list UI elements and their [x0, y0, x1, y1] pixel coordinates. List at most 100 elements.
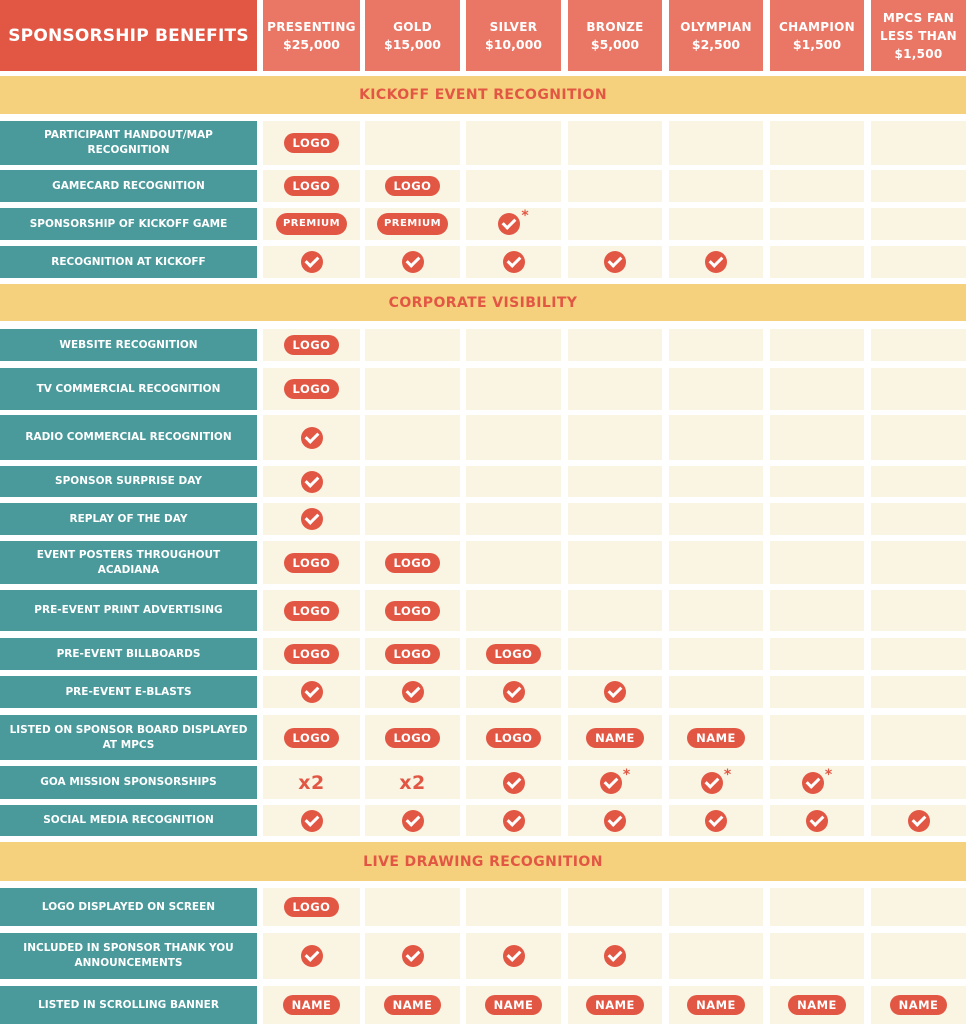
benefit-cell	[871, 715, 966, 760]
benefit-cell	[871, 638, 966, 670]
benefit-cell: NAME	[669, 715, 763, 760]
row-label-text: RECOGNITION AT KICKOFF	[51, 255, 206, 268]
row-label-text: PARTICIPANT HANDOUT/MAP RECOGNITION	[44, 129, 213, 156]
benefit-cell	[770, 121, 864, 165]
row-label-text: INCLUDED IN SPONSOR THANK YOU ANNOUNCEME…	[23, 942, 234, 969]
benefit-cell	[568, 368, 662, 410]
tier-header-5: OLYMPIAN $2,500	[669, 0, 763, 71]
benefit-cell	[568, 805, 662, 836]
benefit-cell: PREMIUM	[263, 208, 360, 240]
check-icon	[604, 809, 626, 832]
benefit-cell	[466, 541, 561, 584]
benefit-cell	[871, 466, 966, 497]
benefit-cell	[871, 933, 966, 979]
check-icon	[300, 945, 323, 967]
tier-header-line: LESS THAN	[879, 28, 958, 43]
benefit-cell: LOGO	[365, 638, 460, 670]
check-icon	[700, 771, 723, 794]
section-header: LIVE DRAWING RECOGNITION	[0, 842, 966, 881]
check-icon	[502, 945, 525, 967]
benefit-cell: NAME	[568, 986, 662, 1024]
row-label: TV COMMERCIAL RECOGNITION	[0, 368, 257, 410]
benefit-cell: LOGO	[263, 715, 360, 760]
logo-badge: LOGO	[485, 727, 542, 748]
benefit-cell	[568, 503, 662, 535]
row-label-text: SPONSORSHIP OF KICKOFF GAME	[29, 217, 228, 230]
row-label-text: PRE-EVENT BILLBOARDS	[56, 647, 201, 660]
benefit-cell	[466, 503, 561, 535]
benefit-cell	[568, 170, 662, 202]
benefit-cell	[770, 638, 864, 670]
row-label-text: PRE-EVENT E-BLASTS	[65, 685, 192, 698]
check-icon	[401, 945, 424, 967]
benefit-cell	[871, 208, 966, 240]
benefit-cell	[669, 415, 763, 460]
benefit-cell	[365, 888, 460, 926]
benefit-cell	[365, 246, 460, 278]
logo-badge: LOGO	[384, 600, 441, 621]
benefit-cell: *	[466, 208, 561, 240]
section-title: KICKOFF EVENT RECOGNITION	[359, 87, 607, 103]
benefit-cell: LOGO	[263, 121, 360, 165]
tier-header-line: $1,500	[894, 46, 943, 61]
benefit-cell	[568, 676, 662, 708]
tier-price: $2,500	[691, 36, 741, 52]
benefit-cell: LOGO	[263, 170, 360, 202]
benefit-cell	[871, 170, 966, 202]
benefit-cell	[466, 415, 561, 460]
tier-header-2: GOLD $15,000	[365, 0, 460, 71]
row-label-text: LOGO DISPLAYED ON SCREEN	[41, 900, 216, 913]
benefit-cell	[871, 766, 966, 799]
benefit-cell	[770, 208, 864, 240]
benefit-cell	[263, 676, 360, 708]
tier-price: $5,000	[590, 36, 640, 52]
benefit-cell	[669, 170, 763, 202]
tier-header-1: PRESENTING $25,000	[263, 0, 360, 71]
row-label: SPONSOR SURPRISE DAY	[0, 466, 257, 497]
benefit-cell: LOGO	[466, 638, 561, 670]
row-label-text: GAMECARD RECOGNITION	[52, 179, 205, 192]
benefit-cell: NAME	[466, 986, 561, 1024]
row-label: EVENT POSTERS THROUGHOUT ACADIANA	[0, 541, 257, 584]
benefit-cell: LOGO	[263, 329, 360, 361]
benefit-cell	[466, 590, 561, 631]
name-badge: NAME	[788, 995, 846, 1015]
asterisk-icon: *	[723, 766, 732, 783]
benefit-cell	[669, 246, 763, 278]
check-icon	[604, 945, 626, 967]
row-label: RECOGNITION AT KICKOFF	[0, 246, 257, 278]
benefit-cell: LOGO	[263, 638, 360, 670]
check-icon	[300, 508, 323, 530]
benefit-cell	[669, 805, 763, 836]
benefit-cell: x2	[365, 766, 460, 799]
check-icon	[498, 213, 521, 235]
tier-name: SILVER	[489, 19, 538, 34]
check-icon	[300, 681, 323, 703]
benefit-cell	[365, 121, 460, 165]
logo-badge: LOGO	[384, 552, 441, 573]
benefit-cell	[466, 329, 561, 361]
tier-price: $1,500	[792, 36, 842, 52]
benefit-cell	[770, 805, 864, 836]
multiplier-text: x2	[399, 771, 426, 794]
name-badge: NAME	[586, 727, 644, 748]
benefit-cell	[770, 466, 864, 497]
benefit-cell	[669, 888, 763, 926]
benefit-cell	[568, 590, 662, 631]
name-badge: NAME	[687, 727, 745, 748]
benefit-cell	[365, 466, 460, 497]
check-icon	[401, 809, 424, 832]
benefit-cell	[871, 368, 966, 410]
row-label: WEBSITE RECOGNITION	[0, 329, 257, 361]
benefit-cell	[669, 466, 763, 497]
asterisk-icon: *	[521, 208, 529, 224]
benefit-cell: x2	[263, 766, 360, 799]
benefit-cell: NAME	[263, 986, 360, 1024]
row-label-text: RADIO COMMERCIAL RECOGNITION	[25, 431, 232, 443]
asterisk-icon: *	[622, 766, 631, 783]
benefit-cell	[466, 368, 561, 410]
row-label-text: WEBSITE RECOGNITION	[59, 338, 198, 351]
premium-badge: PREMIUM	[275, 213, 348, 235]
row-label-text: LISTED ON SPONSOR BOARD DISPLAYED AT MPC…	[9, 723, 248, 751]
